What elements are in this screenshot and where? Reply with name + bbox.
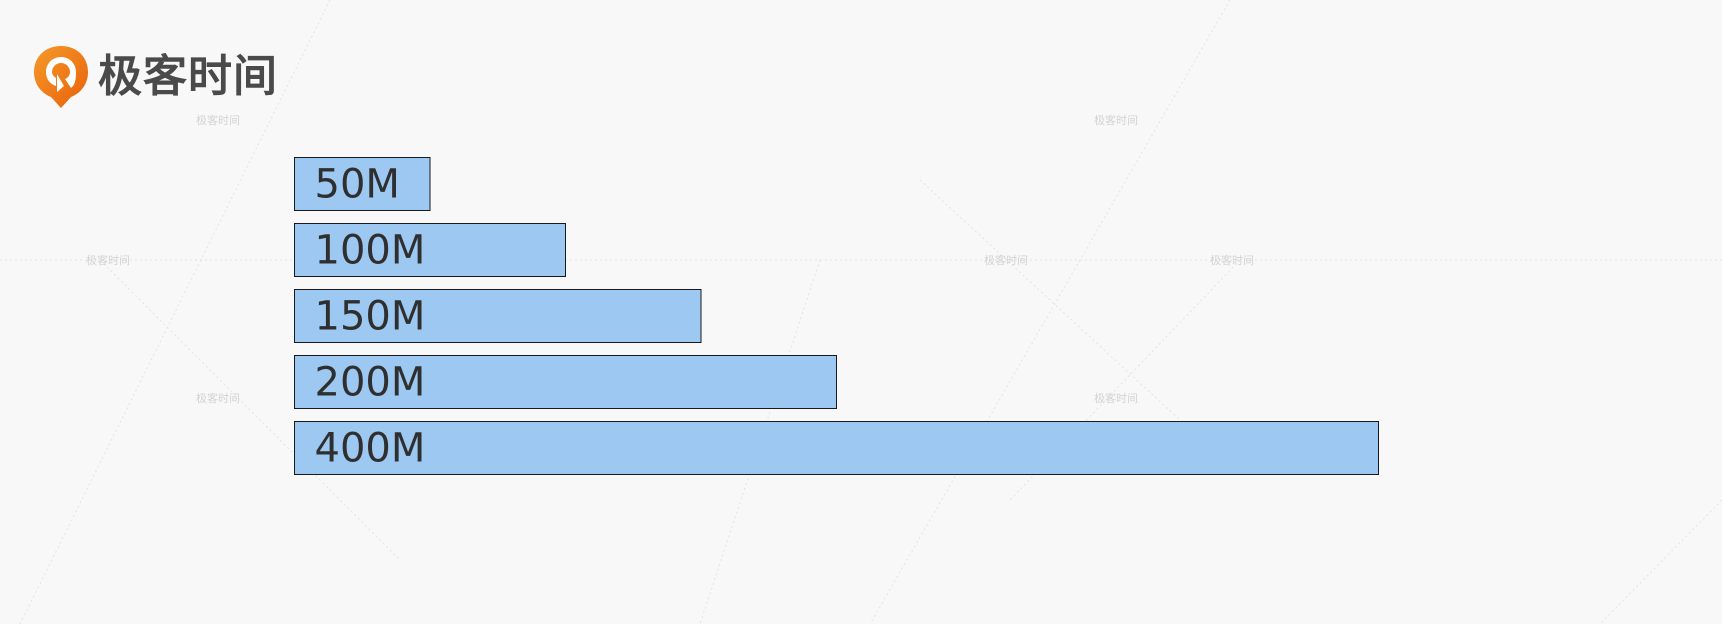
geektime-logo-icon bbox=[34, 46, 88, 108]
bar-400m bbox=[294, 421, 1379, 475]
bar-label: 50M bbox=[315, 162, 400, 208]
bar-label: 400M bbox=[315, 426, 426, 472]
bar-50m bbox=[294, 157, 431, 211]
bar-label: 200M bbox=[315, 360, 426, 406]
bar-150m bbox=[294, 289, 702, 343]
brand-name: 极客时间 bbox=[98, 51, 278, 102]
bar-200m bbox=[294, 355, 837, 409]
bar-label: 100M bbox=[315, 228, 426, 274]
bar-label: 150M bbox=[315, 294, 426, 340]
bar-series: 50M 100M 150M 200M 400M bbox=[294, 157, 1379, 475]
bar-100m bbox=[294, 223, 566, 277]
brand-logo: 极客时间 bbox=[32, 42, 278, 112]
